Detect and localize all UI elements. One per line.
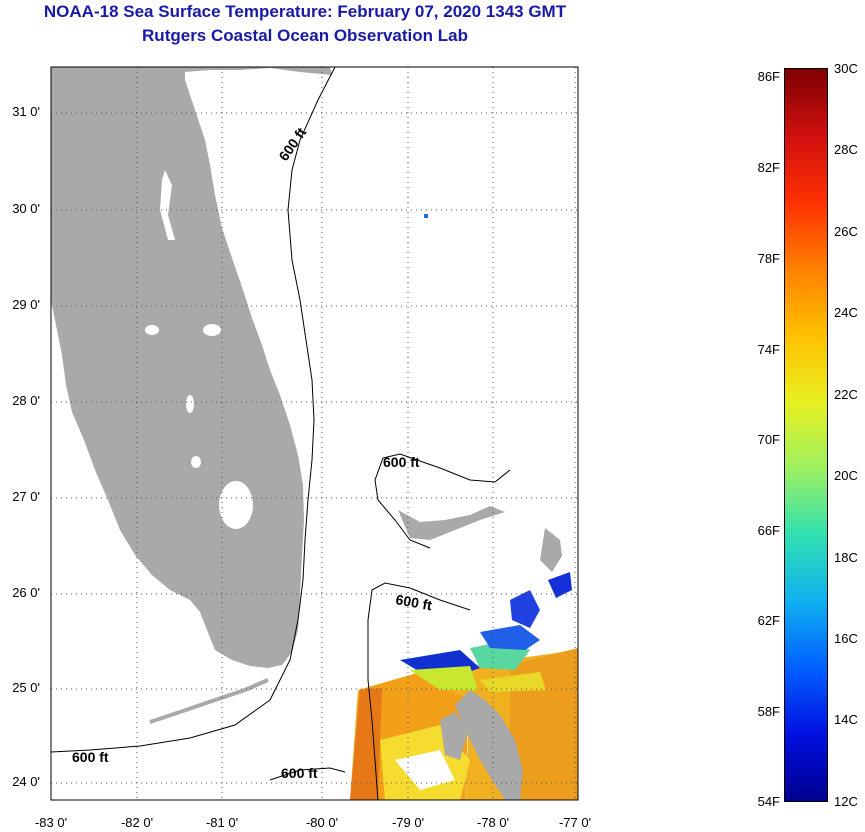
map-grid bbox=[51, 67, 578, 800]
temperature-colorbar bbox=[784, 68, 828, 802]
colorbar-f-label: 78F bbox=[757, 251, 780, 266]
lon-label: -79 0' bbox=[391, 815, 425, 830]
contour-label: 600 ft bbox=[72, 749, 109, 765]
lat-label: 30 0' bbox=[12, 201, 40, 216]
lat-label: 28 0' bbox=[12, 393, 40, 408]
lat-label: 25 0' bbox=[12, 680, 40, 695]
lat-label: 31 0' bbox=[12, 104, 40, 119]
colorbar-c-label: 20C bbox=[834, 468, 858, 483]
colorbar-c-label: 12C bbox=[834, 794, 858, 809]
lon-label: -82 0' bbox=[120, 815, 154, 830]
colorbar-f-label: 62F bbox=[757, 613, 780, 628]
lon-label: -81 0' bbox=[205, 815, 239, 830]
florida-land bbox=[51, 67, 332, 668]
colorbar-c-label: 18C bbox=[834, 550, 858, 565]
contour-label: 600 ft bbox=[281, 765, 318, 781]
lon-label: -83 0' bbox=[34, 815, 68, 830]
colorbar-f-label: 58F bbox=[757, 704, 780, 719]
lat-label: 29 0' bbox=[12, 297, 40, 312]
colorbar-f-label: 74F bbox=[757, 342, 780, 357]
colorbar-f-label: 66F bbox=[757, 523, 780, 538]
colorbar-f-label: 54F bbox=[757, 794, 780, 809]
colorbar-c-label: 24C bbox=[834, 305, 858, 320]
lon-label: -78 0' bbox=[476, 815, 510, 830]
contour-label: 600 ft bbox=[383, 454, 420, 470]
lat-label: 24 0' bbox=[12, 774, 40, 789]
bahamas-land bbox=[398, 506, 562, 800]
lon-label: -77 0' bbox=[558, 815, 592, 830]
lat-label: 27 0' bbox=[12, 489, 40, 504]
contour-label: 600 ft bbox=[394, 591, 433, 613]
isobath-600ft bbox=[51, 67, 511, 800]
lon-label: -80 0' bbox=[305, 815, 339, 830]
colorbar-f-label: 86F bbox=[757, 69, 780, 84]
colorbar-c-label: 16C bbox=[834, 631, 858, 646]
colorbar-c-label: 28C bbox=[834, 142, 858, 157]
colorbar-c-label: 30C bbox=[834, 61, 858, 76]
lake-okeechobee bbox=[219, 481, 253, 529]
colorbar-f-label: 82F bbox=[757, 160, 780, 175]
lab-name: Rutgers Coastal Ocean Observation Lab bbox=[142, 26, 468, 45]
colorbar-c-label: 14C bbox=[834, 712, 858, 727]
colorbar-c-label: 26C bbox=[834, 224, 858, 239]
lat-label: 26 0' bbox=[12, 585, 40, 600]
map-title: NOAA-18 Sea Surface Temperature: Februar… bbox=[43, 2, 567, 21]
map-frame bbox=[50, 66, 579, 801]
colorbar-c-label: 22C bbox=[834, 387, 858, 402]
colorbar-f-label: 70F bbox=[757, 432, 780, 447]
